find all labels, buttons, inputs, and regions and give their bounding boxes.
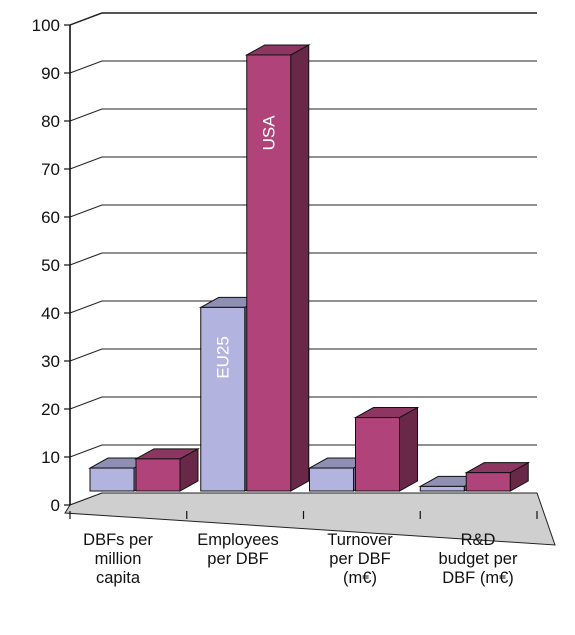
gridline xyxy=(69,156,537,170)
gridline xyxy=(69,108,537,122)
y-tick-label: 80 xyxy=(41,112,60,131)
gridline xyxy=(69,396,537,410)
wall-top-edge xyxy=(69,12,537,26)
bars: EU25 USA xyxy=(88,44,531,492)
gridline xyxy=(69,252,537,266)
y-tick-label: 100 xyxy=(32,16,60,35)
gridline xyxy=(69,60,537,74)
y-tick-label: 20 xyxy=(41,400,60,419)
bar-front xyxy=(89,467,135,492)
y-tick-label: 90 xyxy=(41,64,60,83)
chart-floor xyxy=(64,492,556,546)
gridline xyxy=(69,12,537,26)
series-label: EU25 xyxy=(214,336,233,379)
y-tick-label: 40 xyxy=(41,304,60,323)
x-category-label: Employees per DBF xyxy=(197,531,279,568)
bar-front xyxy=(465,472,511,492)
y-axis: 0 10 20 30 40 50 60 70 80 90 100 xyxy=(32,16,71,515)
gridlines xyxy=(69,12,537,506)
x-category-label: R&D budget per DBF (m€) xyxy=(439,531,518,587)
bar-side xyxy=(399,406,418,492)
x-axis: DBFs per million capita Employees per DBF Tur… xyxy=(69,511,538,587)
bar-usa-0 xyxy=(134,448,200,492)
y-tick-label: 30 xyxy=(41,352,60,371)
y-tick-label: 70 xyxy=(41,160,60,179)
gridline xyxy=(69,300,537,314)
y-tick-label: 60 xyxy=(41,208,60,227)
bar-front xyxy=(246,54,292,492)
bar-front xyxy=(309,467,354,492)
bar-usa-1: USA xyxy=(244,44,311,492)
bar-front xyxy=(355,417,400,492)
gridline xyxy=(69,348,537,362)
y-tick-label: 50 xyxy=(41,256,60,275)
bar-usa-3 xyxy=(464,461,531,492)
x-category-label: DBFs per million capita xyxy=(83,531,153,587)
y-tick-label: 0 xyxy=(51,496,60,515)
x-category-label: Turnover per DBF (m€) xyxy=(327,531,393,587)
bar-front xyxy=(200,306,246,492)
bar-front xyxy=(419,485,465,492)
bar-side xyxy=(290,44,310,492)
chart-walls xyxy=(69,12,537,26)
series-label: USA xyxy=(260,115,279,151)
gridline xyxy=(69,204,537,218)
floor-plane xyxy=(64,492,556,546)
bar-front xyxy=(135,458,181,492)
y-tick-label: 10 xyxy=(41,448,60,467)
bar-usa-2 xyxy=(353,406,420,492)
